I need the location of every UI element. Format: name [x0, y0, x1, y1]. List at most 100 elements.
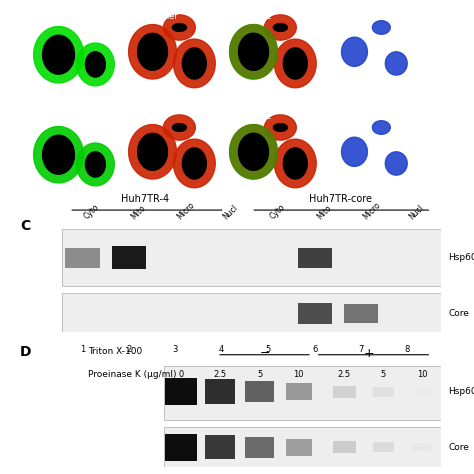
- Text: 2.5: 2.5: [337, 370, 351, 379]
- Polygon shape: [283, 48, 307, 79]
- Polygon shape: [164, 115, 195, 140]
- Polygon shape: [43, 135, 74, 174]
- Text: 5: 5: [265, 345, 271, 354]
- Text: Hsp60: Hsp60: [448, 387, 474, 396]
- Polygon shape: [273, 24, 287, 31]
- Text: −: −: [259, 347, 270, 360]
- Polygon shape: [229, 25, 277, 79]
- Polygon shape: [34, 127, 83, 183]
- Bar: [246, 381, 274, 402]
- Bar: [344, 304, 378, 323]
- Bar: [205, 379, 235, 404]
- Polygon shape: [229, 125, 277, 179]
- Text: Mito: Mito: [129, 203, 147, 221]
- Bar: [286, 383, 311, 401]
- Text: Merge: Merge: [246, 12, 272, 21]
- Polygon shape: [373, 121, 390, 134]
- Polygon shape: [385, 52, 407, 75]
- Bar: [164, 428, 441, 474]
- Polygon shape: [43, 35, 74, 74]
- Text: D: D: [20, 345, 31, 359]
- Bar: [165, 434, 197, 461]
- Polygon shape: [76, 143, 114, 186]
- Text: Cyto: Cyto: [268, 203, 287, 221]
- Bar: [373, 387, 393, 397]
- Text: Proeinase K (μg/ml): Proeinase K (μg/ml): [88, 370, 177, 379]
- Bar: [333, 385, 356, 398]
- Text: Triton X-100: Triton X-100: [88, 347, 142, 356]
- Text: 7: 7: [358, 345, 364, 354]
- Bar: [205, 435, 235, 459]
- Text: Core: Core: [56, 112, 76, 121]
- Text: 4: 4: [219, 345, 224, 354]
- Text: Core: Core: [448, 309, 469, 318]
- Bar: [373, 442, 393, 452]
- Polygon shape: [182, 48, 206, 79]
- Text: Micro: Micro: [175, 201, 196, 221]
- Polygon shape: [182, 148, 206, 179]
- Bar: [286, 438, 311, 456]
- Bar: [246, 437, 274, 458]
- Polygon shape: [173, 124, 186, 131]
- Text: DAPI: DAPI: [346, 12, 366, 21]
- Text: 0: 0: [178, 370, 184, 379]
- Polygon shape: [229, 125, 277, 179]
- Polygon shape: [274, 139, 316, 188]
- Text: +: +: [364, 347, 374, 360]
- Text: 6: 6: [312, 345, 318, 354]
- Bar: [298, 247, 332, 268]
- Bar: [112, 246, 146, 269]
- Text: Nucl: Nucl: [222, 203, 240, 221]
- Text: Nucl: Nucl: [408, 203, 426, 221]
- Polygon shape: [137, 133, 167, 170]
- Text: 10: 10: [417, 370, 427, 379]
- Text: Mito: Mito: [315, 203, 333, 221]
- Polygon shape: [264, 15, 296, 40]
- Bar: [164, 366, 441, 420]
- Text: 3: 3: [173, 345, 178, 354]
- Bar: [165, 378, 197, 405]
- Text: C: C: [20, 219, 30, 233]
- Polygon shape: [173, 139, 215, 188]
- Text: 2.5: 2.5: [214, 370, 227, 379]
- Bar: [65, 247, 100, 268]
- Bar: [412, 444, 431, 451]
- Text: Merge: Merge: [246, 112, 272, 121]
- Polygon shape: [238, 133, 268, 170]
- Polygon shape: [128, 125, 176, 179]
- Polygon shape: [385, 152, 407, 175]
- Polygon shape: [76, 43, 114, 86]
- Text: B: B: [27, 112, 37, 125]
- Bar: [62, 293, 441, 341]
- Text: DAPI: DAPI: [346, 112, 366, 121]
- Text: Core: Core: [56, 12, 76, 21]
- Text: 2: 2: [127, 345, 132, 354]
- Text: Huh7TR-core: Huh7TR-core: [309, 194, 372, 204]
- Text: 5: 5: [381, 370, 386, 379]
- Polygon shape: [238, 133, 268, 170]
- Text: Mitotracker: Mitotracker: [130, 12, 178, 21]
- Polygon shape: [273, 124, 287, 131]
- Polygon shape: [164, 15, 195, 40]
- Bar: [333, 441, 356, 453]
- Polygon shape: [238, 33, 268, 70]
- Text: Cyto: Cyto: [82, 203, 101, 221]
- Bar: [412, 388, 431, 395]
- Text: Core: Core: [448, 443, 469, 452]
- Text: Huh7TR-4: Huh7TR-4: [121, 194, 169, 204]
- Text: Micro: Micro: [361, 201, 382, 221]
- Text: 1: 1: [80, 345, 85, 354]
- Text: A: A: [27, 12, 37, 25]
- Polygon shape: [283, 148, 307, 179]
- Polygon shape: [128, 25, 176, 79]
- Bar: [298, 303, 332, 324]
- Text: Hsp60: Hsp60: [448, 254, 474, 262]
- Polygon shape: [173, 24, 186, 31]
- Text: 8: 8: [405, 345, 410, 354]
- Polygon shape: [238, 33, 268, 70]
- Polygon shape: [137, 33, 167, 70]
- Polygon shape: [342, 37, 367, 66]
- Polygon shape: [173, 39, 215, 88]
- Polygon shape: [85, 152, 105, 177]
- Polygon shape: [274, 39, 316, 88]
